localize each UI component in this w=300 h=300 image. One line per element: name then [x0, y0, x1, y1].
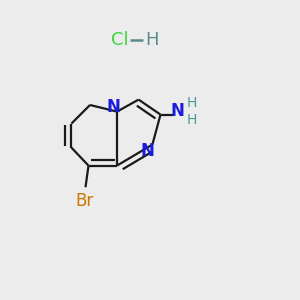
Text: N: N: [106, 98, 120, 116]
Text: H: H: [187, 113, 197, 127]
Text: H: H: [146, 31, 159, 49]
Text: N: N: [170, 102, 184, 120]
Text: H: H: [187, 96, 197, 110]
Text: Br: Br: [75, 192, 93, 210]
Text: Cl: Cl: [111, 31, 129, 49]
Text: N: N: [140, 142, 154, 160]
